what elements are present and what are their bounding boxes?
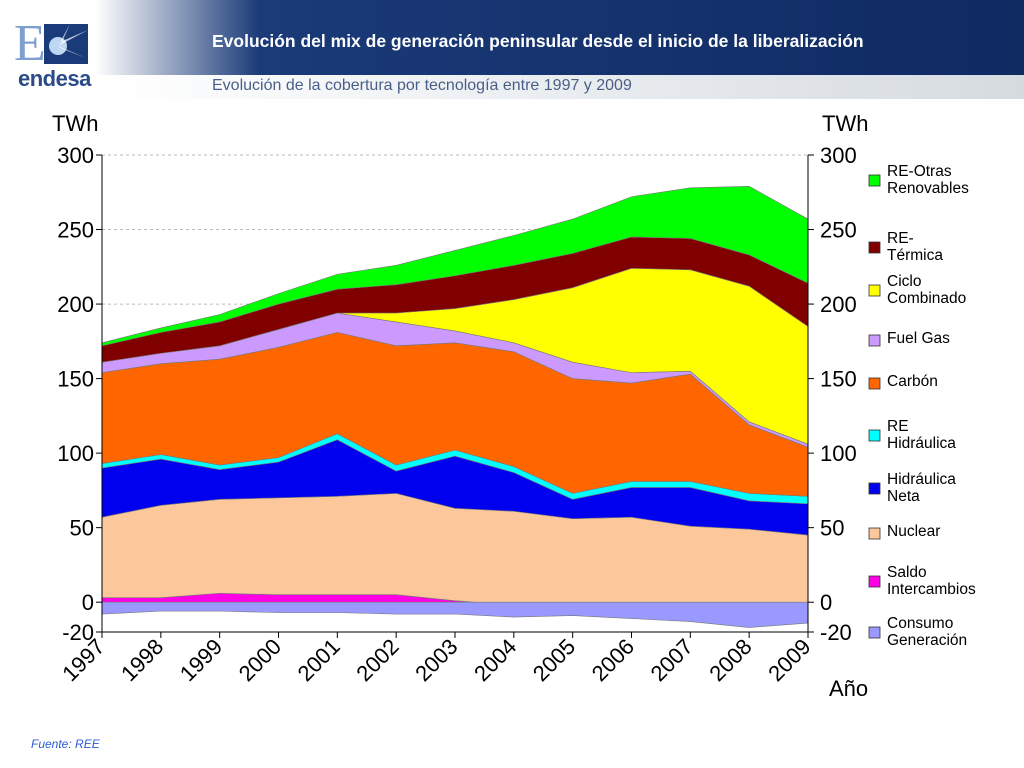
legend-swatch xyxy=(868,334,881,347)
legend-swatch xyxy=(868,284,881,297)
legend-label: Intercambios xyxy=(887,581,976,598)
x-tick-label: 2008 xyxy=(704,634,756,686)
y-tick-label-left: 0 xyxy=(82,590,94,615)
x-tick-label: 2000 xyxy=(234,634,286,686)
legend-label: RE- xyxy=(887,230,914,247)
y-tick-label-right: 50 xyxy=(820,516,844,541)
subtitle-bar xyxy=(100,75,1024,99)
y-tick-label-right: 0 xyxy=(820,590,832,615)
legend-label: Nuclear xyxy=(887,523,940,540)
y-tick-label-left: -20 xyxy=(62,620,94,645)
legend-label: Saldo xyxy=(887,564,927,581)
y-tick-label-left: 100 xyxy=(57,441,94,466)
legend-label: Hidráulica xyxy=(887,471,956,488)
chart-canvas: -20 -20 0 0 50 50 100 100 150 150 200 200 250 250 300 3… xyxy=(52,111,976,701)
header-bar xyxy=(0,0,1024,75)
legend-label: Generación xyxy=(887,632,967,649)
endesa-logo: E xyxy=(8,8,98,98)
y-tick-label-right: 300 xyxy=(820,143,857,168)
x-tick-label: 2001 xyxy=(293,634,345,686)
legend-label: Térmica xyxy=(887,247,943,264)
chart-subtitle: Evolución de la cobertura por tecnología… xyxy=(212,77,632,94)
legend-swatch xyxy=(868,429,881,442)
y-tick-label-left: 150 xyxy=(57,367,94,392)
legend-label: Consumo xyxy=(887,615,953,632)
x-axis-title: Año xyxy=(829,676,868,701)
legend-swatch xyxy=(868,482,881,495)
source-note: Fuente: REE xyxy=(31,737,100,751)
x-tick-label: 1998 xyxy=(116,634,168,686)
y-tick-label-right: 250 xyxy=(820,218,857,243)
legend-swatch xyxy=(868,575,881,588)
legend-swatch xyxy=(868,377,881,390)
legend-label: Hidráulica xyxy=(887,435,956,452)
legend-label: RE-Otras xyxy=(887,163,952,180)
legend-label: Renovables xyxy=(887,180,969,197)
x-tick-label: 2004 xyxy=(469,634,521,686)
y-tick-label-left: 250 xyxy=(57,218,94,243)
y-tick-label-right: 150 xyxy=(820,367,857,392)
legend-label: Carbón xyxy=(887,373,938,390)
legend-swatch xyxy=(868,174,881,187)
y-tick-label-right: 100 xyxy=(820,441,857,466)
x-tick-label: 2003 xyxy=(410,634,462,686)
legend-label: Combinado xyxy=(887,290,966,307)
x-tick-label: 2006 xyxy=(587,634,639,686)
legend-swatch xyxy=(868,241,881,254)
y-tick-label-left: 300 xyxy=(57,143,94,168)
legend-label: Fuel Gas xyxy=(887,330,950,347)
page-title: Evolución del mix de generación peninsul… xyxy=(212,31,864,51)
y-tick-label-right: 200 xyxy=(820,292,857,317)
x-tick-label: 2005 xyxy=(528,634,580,686)
legend-swatch xyxy=(868,626,881,639)
y-axis-title-right: TWh xyxy=(822,111,868,136)
y-axis-title-left: TWh xyxy=(52,111,98,136)
legend-label: RE xyxy=(887,418,909,435)
x-tick-label: 2009 xyxy=(763,634,815,686)
legend-swatch xyxy=(868,527,881,540)
x-tick-label: 1999 xyxy=(175,634,227,686)
y-tick-label-left: 200 xyxy=(57,292,94,317)
y-tick-label-left: 50 xyxy=(70,516,94,541)
y-tick-label-right: -20 xyxy=(820,620,852,645)
legend-label: Ciclo xyxy=(887,273,921,290)
x-tick-label: 2002 xyxy=(351,634,403,686)
area-consumo-generaci-n xyxy=(101,601,809,628)
x-tick-label: 2007 xyxy=(646,634,698,686)
legend-label: Neta xyxy=(887,488,920,505)
logo-text: endesa xyxy=(18,66,91,91)
svg-text:E: E xyxy=(14,15,46,68)
